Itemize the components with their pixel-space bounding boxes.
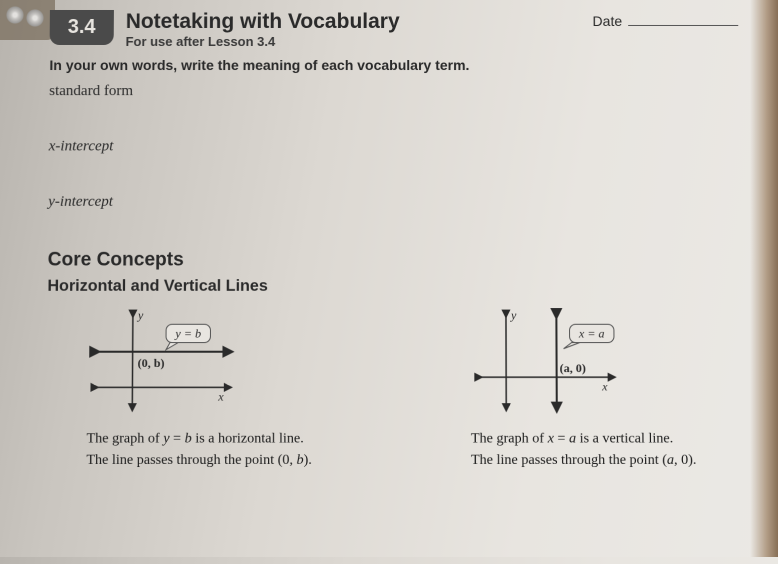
y-axis-label: y [137,308,144,322]
diagrams-row: y x (0, b) y = b The graph of y = b is a… [86,306,742,471]
section-badge: 3.4 [50,10,114,45]
title-block: Notetaking with Vocabulary For use after… [125,10,580,49]
vocab-term-y-intercept: y-intercept [48,194,740,211]
core-concepts-heading: Core Concepts [48,249,741,271]
vertical-line-diagram: y x (a, 0) x = a The graph of x = a is a… [471,306,735,471]
eq-label: x = a [578,326,605,340]
subheading: Horizontal and Vertical Lines [47,278,740,296]
header-row: 3.4 Notetaking with Vocabulary For use a… [50,10,739,49]
horizontal-caption: The graph of y = b is a horizontal line.… [86,428,349,471]
vocab-term-standard-form: standard form [49,83,739,100]
x-axis-label: x [601,379,608,393]
instruction-text: In your own words, write the meaning of … [49,57,738,73]
vertical-graph-svg: y x (a, 0) x = a [471,306,633,418]
point-label: (0, b) [138,356,165,370]
page-title: Notetaking with Vocabulary [126,10,581,34]
date-blank-line[interactable] [628,12,738,26]
x-axis-label: x [217,389,224,403]
date-label: Date [592,13,622,29]
worksheet-page: 3.4 Notetaking with Vocabulary For use a… [0,0,778,564]
point-label: (a, 0) [560,361,586,375]
horizontal-graph-svg: y x (0, b) y = b [87,306,249,418]
eq-label: y = b [174,326,201,340]
date-field: Date [592,12,738,29]
page-subtitle: For use after Lesson 3.4 [125,34,580,49]
vertical-caption: The graph of x = a is a vertical line. T… [471,428,734,471]
vocab-term-x-intercept: x-intercept [49,138,740,155]
y-axis-label: y [510,308,517,322]
horizontal-line-diagram: y x (0, b) y = b The graph of y = b is a… [86,306,349,471]
